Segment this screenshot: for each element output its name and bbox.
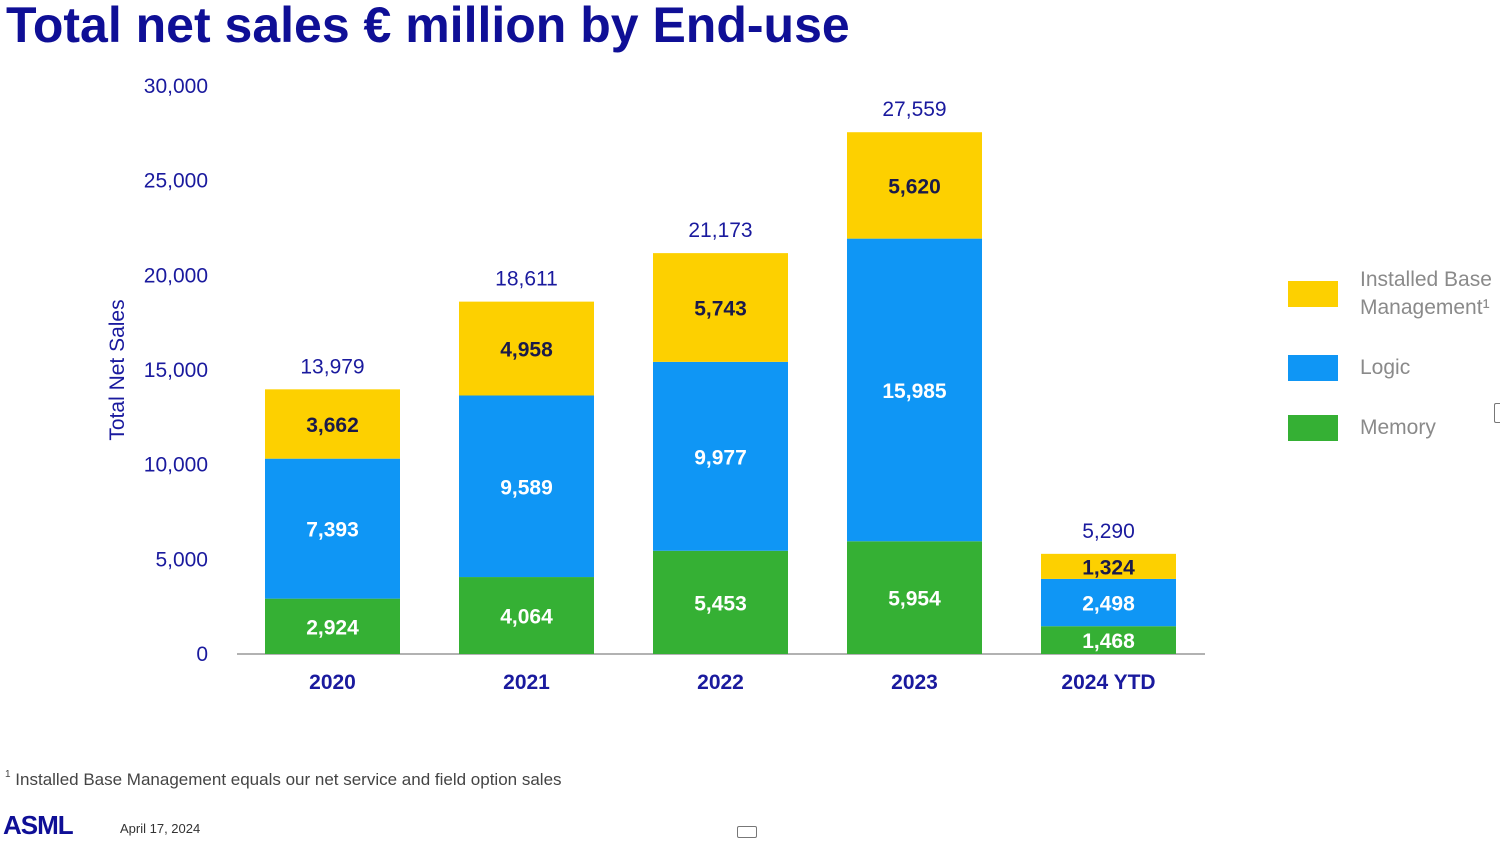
stacked-bar-chart: 0 5,000 10,000 15,000 20,000 25,000 30,000 Tota… <box>106 75 1205 694</box>
y-tick-label: 10,000 <box>144 454 208 477</box>
bar-value-label: 5,620 <box>888 175 941 198</box>
legend-item-installed-base: Installed Base Management¹ <box>1288 266 1500 322</box>
presentation-date: April 17, 2024 <box>120 821 201 836</box>
legend-label-logic: Logic <box>1360 356 1411 379</box>
bar-segment <box>1041 626 1176 654</box>
asml-logo: ASML <box>3 810 74 840</box>
bar-value-label: 5,453 <box>694 592 747 615</box>
bar-segment <box>847 238 982 542</box>
bar-value-label: 4,958 <box>500 339 553 362</box>
bar-value-label: 3,662 <box>306 414 359 437</box>
bar-segment <box>459 395 594 578</box>
x-category-label: 2024 YTD <box>1061 671 1155 694</box>
y-tick-label: 25,000 <box>144 170 208 193</box>
bar-segment <box>265 389 400 459</box>
bar-total-label: 18,611 <box>495 268 558 291</box>
bar-value-label: 5,954 <box>888 588 941 611</box>
bar-value-label: 2,498 <box>1082 593 1135 616</box>
x-category-label: 2022 <box>697 671 744 694</box>
page-title: Total net sales € million by End-use <box>6 0 850 53</box>
bar-total-label: 27,559 <box>882 98 946 121</box>
footnote-text: Installed Base Management equals our net… <box>15 770 562 789</box>
bar-value-label: 2,924 <box>306 616 359 639</box>
slide-page-marker <box>737 826 757 838</box>
y-tick-label: 20,000 <box>144 264 208 287</box>
legend-label-installed-base: Installed Base Management¹ <box>1360 268 1492 319</box>
legend-item-memory: Memory <box>1288 414 1436 442</box>
bar-segment <box>847 132 982 239</box>
y-tick-label: 5,000 <box>155 548 208 571</box>
bar-segment <box>1041 578 1176 627</box>
bar-value-label: 5,743 <box>694 297 747 320</box>
bar-segment <box>1041 553 1176 579</box>
legend-swatch-memory <box>1288 415 1338 441</box>
bar-value-label: 1,324 <box>1082 556 1135 579</box>
bar-total-label: 5,290 <box>1082 520 1135 543</box>
bar-value-label: 9,977 <box>694 446 747 469</box>
footnote: 1 Installed Base Management equals our n… <box>5 769 562 790</box>
legend-swatch-logic <box>1288 355 1338 381</box>
bar-segment <box>265 458 400 599</box>
legend-label-memory: Memory <box>1360 416 1436 439</box>
y-tick-label: 15,000 <box>144 359 208 382</box>
legend-swatch-installed-base <box>1288 281 1338 307</box>
y-axis-label: Total Net Sales <box>106 299 129 440</box>
bar-segment <box>265 598 400 654</box>
bar-segment <box>653 253 788 362</box>
bar-segment <box>459 577 594 654</box>
y-tick-label: 30,000 <box>144 75 208 98</box>
bar-total-label: 13,979 <box>300 355 364 378</box>
bar-value-label: 15,985 <box>882 380 947 403</box>
bar-total-label: 21,173 <box>688 219 752 242</box>
x-category-label: 2020 <box>309 671 356 694</box>
y-tick-label: 0 <box>196 643 208 666</box>
bar-segment <box>459 301 594 396</box>
bar-segment <box>847 541 982 654</box>
bar-value-label: 1,468 <box>1082 630 1135 653</box>
footnote-marker: 1 <box>5 769 11 780</box>
x-category-label: 2021 <box>503 671 550 694</box>
legend-item-logic: Logic <box>1288 354 1410 382</box>
bar-value-label: 4,064 <box>500 606 553 629</box>
x-category-label: 2023 <box>891 671 938 694</box>
bar-segment <box>653 550 788 654</box>
side-scroll-handle[interactable] <box>1494 403 1500 423</box>
bar-value-label: 7,393 <box>306 519 359 542</box>
bar-segment <box>653 361 788 551</box>
bar-value-label: 9,589 <box>500 476 553 499</box>
